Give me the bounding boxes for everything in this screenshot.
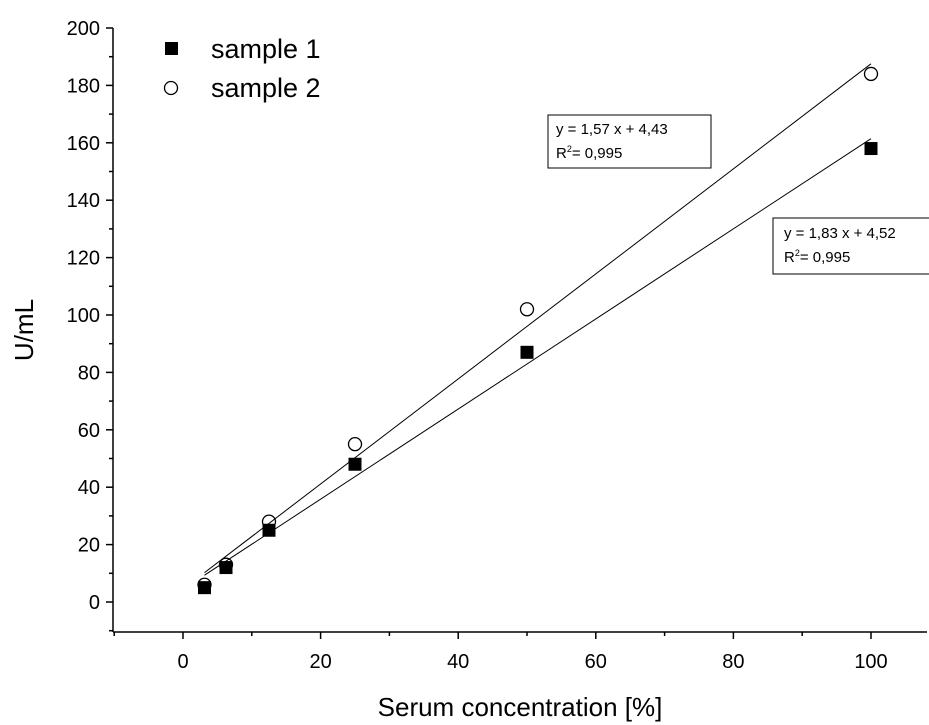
fit-r-squared-1: R2= 0,995 <box>556 144 622 162</box>
data-point-sample-2 <box>197 577 212 592</box>
fit-r-squared-2: R2= 0,995 <box>784 248 850 266</box>
fit-equation-2: y = 1,83 x + 4,52 <box>784 225 896 242</box>
x-axis-ticks: 0 20 40 60 80 100 <box>113 632 888 673</box>
legend-label-sample-1: sample 1 <box>211 34 321 64</box>
legend: sample 1 sample 2 <box>163 34 321 103</box>
y-tick-label: 180 <box>67 75 100 97</box>
x-tick-label: 100 <box>854 651 887 673</box>
y-tick-label: 100 <box>67 305 100 327</box>
x-axis-title: Serum concentration [%] <box>378 692 663 722</box>
data-point-sample-2 <box>218 557 234 572</box>
y-tick-label: 120 <box>67 248 100 270</box>
data-point-sample-1 <box>198 581 211 595</box>
legend-marker-sample-1 <box>165 42 178 55</box>
legend-label-sample-2: sample 2 <box>211 73 321 103</box>
y-tick-label: 40 <box>78 477 100 499</box>
y-axis-ticks: 0 20 40 60 80 100 120 140 160 180 200 <box>67 18 113 632</box>
y-tick-label: 20 <box>78 535 100 557</box>
x-tick-label: 60 <box>585 651 607 673</box>
fit-equation-box-1: y = 1,57 x + 4,43 R2= 0,995 <box>547 114 712 169</box>
data-point-sample-1 <box>348 457 362 471</box>
data-markers <box>197 66 879 595</box>
data-point-sample-2 <box>347 436 363 452</box>
y-tick-label: 60 <box>78 420 100 442</box>
y-tick-label: 200 <box>67 18 100 40</box>
fit-lines <box>204 63 872 576</box>
y-tick-label: 80 <box>78 362 100 384</box>
fit-line-sample-2 <box>204 63 872 574</box>
y-tick-label: 0 <box>89 592 100 614</box>
x-tick-label: 40 <box>447 651 469 673</box>
y-tick-label: 160 <box>67 133 100 155</box>
data-point-sample-1 <box>219 561 233 575</box>
data-point-sample-2 <box>519 302 535 317</box>
x-tick-label: 20 <box>309 651 331 673</box>
data-point-sample-2 <box>863 66 879 82</box>
fit-equation-1: y = 1,57 x + 4,43 <box>556 121 668 138</box>
data-point-sample-1 <box>520 345 534 359</box>
fit-equation-box-2: y = 1,83 x + 4,52 R2= 0,995 <box>772 217 929 275</box>
data-point-sample-1 <box>864 142 878 156</box>
x-tick-label: 80 <box>722 651 744 673</box>
x-tick-label: 0 <box>177 651 188 673</box>
fit-line-sample-1 <box>204 138 872 576</box>
data-point-sample-2 <box>261 514 277 529</box>
legend-marker-sample-2 <box>163 80 179 96</box>
y-tick-label: 140 <box>67 190 100 212</box>
y-axis-title: U/mL <box>9 299 39 361</box>
